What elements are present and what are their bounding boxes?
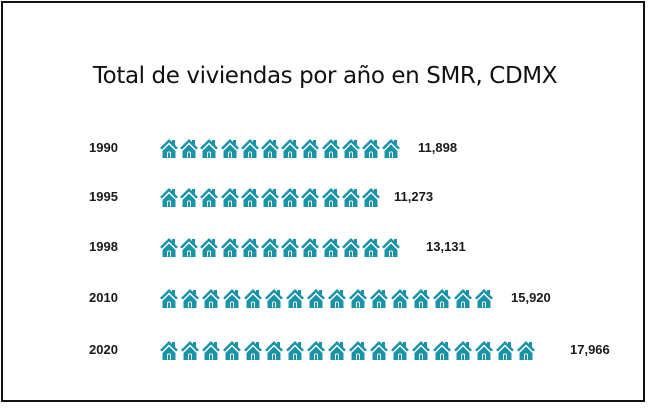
house-icon: [327, 287, 347, 309]
house-icon: [300, 137, 320, 159]
house-icon: [280, 186, 300, 208]
house-icon: [300, 186, 320, 208]
house-icon: [180, 287, 200, 309]
house-icon: [474, 339, 494, 361]
house-icon: [285, 287, 305, 309]
house-icon: [390, 339, 410, 361]
house-icon: [390, 287, 410, 309]
year-label: 1995: [89, 189, 118, 204]
house-icon: [327, 339, 347, 361]
house-icon: [159, 137, 179, 159]
house-icon: [260, 236, 280, 258]
house-icon: [220, 186, 240, 208]
house-icon: [348, 339, 368, 361]
house-icon: [306, 339, 326, 361]
house-icon: [222, 287, 242, 309]
value-label: 17,966: [570, 342, 610, 357]
house-icon: [361, 186, 381, 208]
house-icon: [179, 137, 199, 159]
house-icon: [220, 236, 240, 258]
house-icon: [260, 186, 280, 208]
house-icon: [432, 339, 452, 361]
house-icon: [321, 186, 341, 208]
house-icon: [243, 339, 263, 361]
value-label: 15,920: [511, 290, 551, 305]
house-icon: [243, 287, 263, 309]
house-icon: [260, 137, 280, 159]
year-label: 1998: [89, 239, 118, 254]
house-icon: [179, 186, 199, 208]
house-icon: [280, 137, 300, 159]
house-icon: [453, 287, 473, 309]
house-icon: [341, 236, 361, 258]
house-icon: [369, 287, 389, 309]
house-icon: [240, 236, 260, 258]
house-icon: [348, 287, 368, 309]
value-label: 11,273: [394, 189, 434, 204]
value-label: 13,131: [426, 239, 466, 254]
house-icon: [220, 137, 240, 159]
house-icon: [300, 236, 320, 258]
house-icon: [432, 287, 452, 309]
house-icon: [240, 186, 260, 208]
house-icon: [199, 137, 219, 159]
house-icon: [411, 287, 431, 309]
house-icon: [201, 339, 221, 361]
house-icon: [411, 339, 431, 361]
house-icon: [381, 236, 401, 258]
house-icon: [453, 339, 473, 361]
house-icon: [159, 186, 179, 208]
chart-title: Total de viviendas por año en SMR, CDMX: [92, 63, 558, 89]
house-icon: [369, 339, 389, 361]
house-icon: [341, 137, 361, 159]
house-icon: [222, 339, 242, 361]
house-icon: [285, 339, 305, 361]
house-icon: [306, 287, 326, 309]
house-icon: [474, 287, 494, 309]
house-icon: [264, 339, 284, 361]
house-icon: [280, 236, 300, 258]
year-label: 2010: [89, 290, 118, 305]
house-icon: [264, 287, 284, 309]
house-icon: [180, 339, 200, 361]
house-icon: [201, 287, 221, 309]
house-icon: [179, 236, 199, 258]
house-icon: [381, 137, 401, 159]
house-icon: [495, 339, 515, 361]
house-icon: [240, 137, 260, 159]
chart-frame: Total de viviendas por año en SMR, CDMX …: [1, 1, 645, 402]
house-icon: [159, 339, 179, 361]
house-icon: [199, 186, 219, 208]
house-icon: [321, 236, 341, 258]
house-icon: [361, 137, 381, 159]
house-icon: [341, 186, 361, 208]
house-icon: [321, 137, 341, 159]
year-label: 1990: [89, 140, 118, 155]
year-label: 2020: [89, 342, 118, 357]
house-icon: [159, 236, 179, 258]
house-icon: [516, 339, 536, 361]
house-icon: [159, 287, 179, 309]
value-label: 11,898: [418, 140, 458, 155]
house-icon: [199, 236, 219, 258]
house-icon: [361, 236, 381, 258]
